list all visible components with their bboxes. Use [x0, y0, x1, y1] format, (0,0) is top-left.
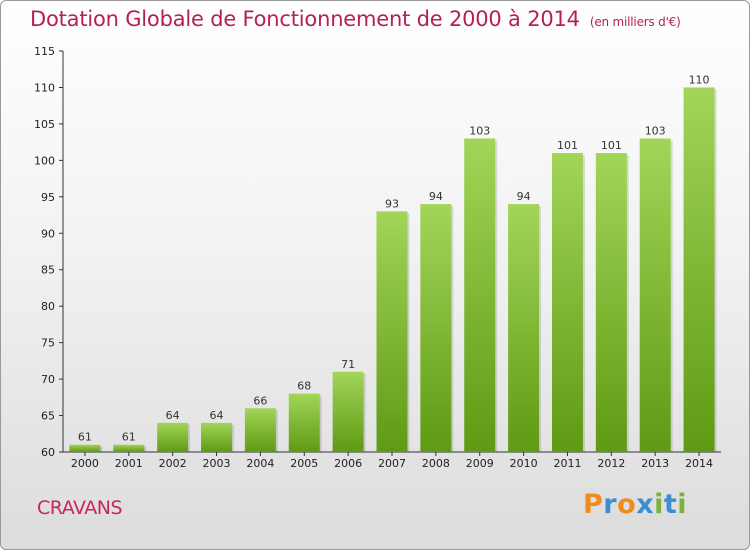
- commune-name: CRAVANS: [37, 497, 123, 519]
- x-tick-label: 2012: [597, 457, 625, 470]
- bar-2003: [201, 422, 233, 452]
- y-tick-label: 110: [34, 81, 55, 94]
- y-tick-label: 80: [41, 300, 55, 313]
- proxiti-logo: Proxiti: [583, 489, 687, 520]
- chart-subtitle: (en milliers d'€): [589, 15, 681, 29]
- bar-value-label: 61: [122, 431, 136, 444]
- logo-letter: i: [654, 489, 664, 520]
- y-tick-label: 115: [34, 45, 55, 58]
- x-tick-label: 2009: [466, 457, 494, 470]
- bar-value-label: 93: [385, 197, 399, 210]
- logo-letter: t: [663, 489, 678, 520]
- x-tick-label: 2014: [685, 457, 713, 470]
- bar-2000: [69, 444, 101, 452]
- bar-value-label: 94: [429, 190, 443, 203]
- bar-2012: [595, 153, 627, 452]
- y-tick-label: 65: [41, 410, 55, 423]
- x-tick-label: 2010: [510, 457, 538, 470]
- bar-2004: [244, 408, 276, 452]
- x-tick-label: 2002: [159, 457, 187, 470]
- logo-letter: o: [617, 489, 637, 520]
- bar-2006: [332, 371, 364, 452]
- bar-value-label: 71: [341, 358, 355, 371]
- logo-letter: P: [583, 489, 604, 520]
- bar-2005: [288, 393, 320, 452]
- logo-letter: r: [603, 489, 618, 520]
- x-tick-label: 2000: [71, 457, 99, 470]
- logo-letter: x: [636, 489, 655, 520]
- chart-axes: 60 65 70 75 80 85 90 95 100 105 110 115 2000 2001 2002…: [34, 45, 721, 470]
- y-tick-label: 60: [41, 446, 55, 459]
- bar-value-label: 103: [469, 124, 490, 137]
- y-tick-label: 75: [41, 337, 55, 350]
- bar-value-label: 103: [645, 124, 666, 137]
- bar-value-label: 66: [253, 394, 267, 407]
- bar-value-label: 68: [297, 380, 311, 393]
- x-tick-label: 2005: [290, 457, 318, 470]
- bar-value-label: 101: [601, 139, 622, 152]
- x-tick-label: 2006: [334, 457, 362, 470]
- bar-2008: [420, 204, 452, 452]
- y-tick-label: 85: [41, 264, 55, 277]
- y-tick-label: 100: [34, 154, 55, 167]
- x-tick-label: 2013: [641, 457, 669, 470]
- bar-value-label: 64: [166, 409, 180, 422]
- x-tick-label: 2003: [203, 457, 231, 470]
- chart-title: Dotation Globale de Fonctionnement de 20…: [30, 7, 681, 31]
- bar-value-label: 110: [689, 73, 710, 86]
- bar-2009: [464, 138, 496, 452]
- y-tick-label: 105: [34, 118, 55, 131]
- x-tick-label: 2011: [553, 457, 581, 470]
- bar-2013: [639, 138, 671, 452]
- chart-title-text: Dotation Globale de Fonctionnement de 20…: [30, 7, 580, 31]
- x-tick-label: 2007: [378, 457, 406, 470]
- chart-bars: 61 61 64 64 66 68 71 93 94 103 94 101 101 103 110: [69, 73, 717, 453]
- bar-value-label: 64: [210, 409, 224, 422]
- bar-value-label: 101: [557, 139, 578, 152]
- y-tick-label: 90: [41, 227, 55, 240]
- y-tick-label: 70: [41, 373, 55, 386]
- y-tick-label: 95: [41, 191, 55, 204]
- bar-2011: [551, 153, 583, 452]
- bar-2007: [376, 211, 408, 452]
- x-tick-label: 2008: [422, 457, 450, 470]
- bar-2002: [157, 422, 189, 452]
- bar-value-label: 61: [78, 431, 92, 444]
- bar-value-label: 94: [517, 190, 531, 203]
- x-tick-label: 2001: [115, 457, 143, 470]
- bar-2014: [683, 87, 715, 453]
- bar-2001: [113, 444, 145, 452]
- bar-2010: [508, 204, 540, 452]
- logo-letter: i: [677, 489, 688, 520]
- x-tick-label: 2004: [246, 457, 274, 470]
